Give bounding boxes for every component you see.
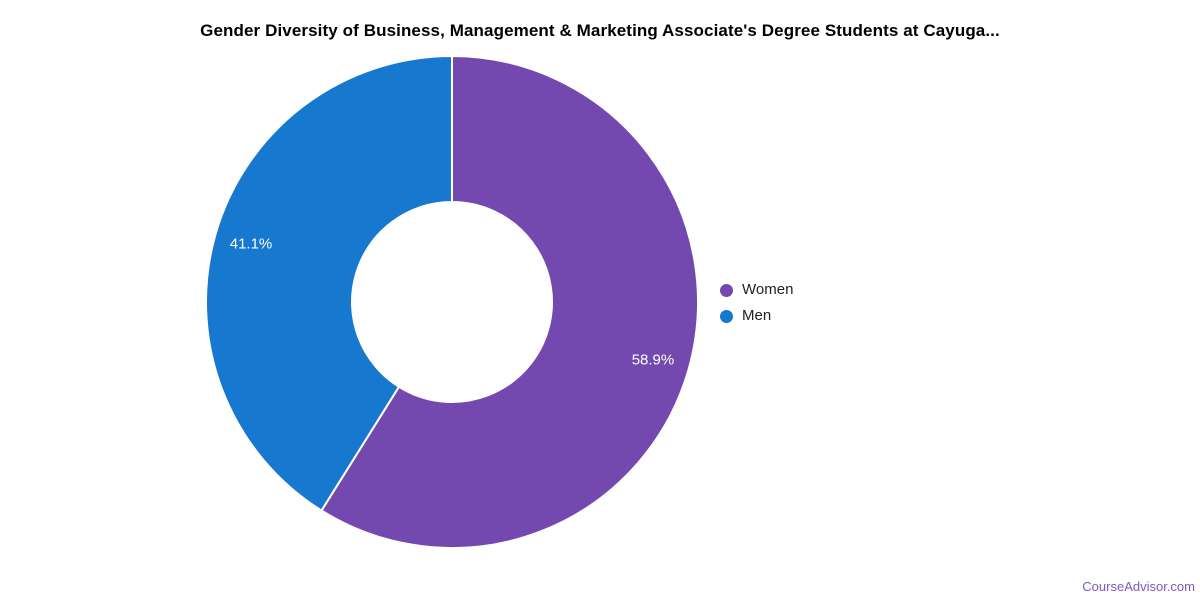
donut-chart: 58.9% 41.1%	[202, 52, 702, 552]
legend-label: Women	[742, 281, 794, 298]
legend-dot-icon	[720, 283, 733, 297]
legend-item-women[interactable]: Women	[720, 281, 793, 299]
donut-svg	[205, 55, 699, 549]
chart-title: Gender Diversity of Business, Management…	[200, 21, 1000, 40]
slice-men[interactable]	[205, 55, 453, 512]
legend-dot-icon	[720, 309, 733, 323]
chart-legend: Women Men	[720, 281, 793, 333]
watermark-link[interactable]: CourseAdvisor.com	[1082, 579, 1195, 594]
slice-women[interactable]	[320, 55, 699, 549]
legend-item-men[interactable]: Men	[720, 307, 793, 325]
legend-label: Men	[742, 307, 772, 324]
